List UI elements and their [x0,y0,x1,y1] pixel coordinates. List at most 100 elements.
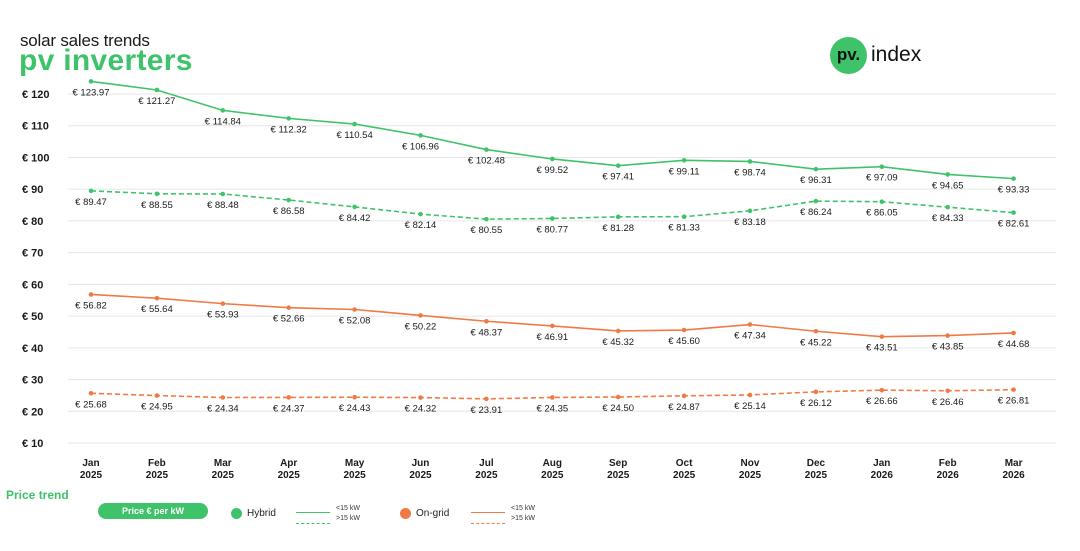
x-tick-year: 2025 [805,470,828,481]
data-point [352,307,357,312]
data-point [747,208,753,214]
data-label: € 81.28 [602,223,634,234]
data-label: € 80.55 [471,225,503,236]
data-point [747,392,753,398]
data-label: € 25.14 [734,401,766,412]
data-label: € 24.32 [405,404,437,415]
data-label: € 24.50 [602,403,634,414]
x-tick-year: 2025 [607,470,630,481]
data-point [879,199,885,205]
brand-logo: pv. index [830,36,921,74]
data-label: € 86.24 [800,207,832,218]
data-point [747,159,753,164]
data-label: € 45.60 [668,336,700,347]
data-label: € 80.77 [536,224,568,235]
data-label: € 82.61 [998,219,1030,230]
legend-hybrid-large-label: >15 kW [336,515,360,522]
data-point [154,87,160,93]
y-tick-label: € 50 [22,311,43,323]
data-label: € 123.97 [73,87,110,98]
data-label: € 50.22 [405,321,437,332]
x-tick-month: Mar [1005,458,1023,469]
data-point [681,393,687,399]
data-point [286,395,292,400]
data-point [945,333,950,338]
data-label: € 52.66 [273,314,305,325]
data-point [1011,210,1016,215]
data-point [154,191,160,197]
legend-ongrid-small-label: <15 kW [511,505,535,512]
legend-hybrid-label: Hybrid [247,508,276,519]
legend-ongrid-solid-line [471,512,505,513]
x-tick-year: 2025 [541,470,564,481]
data-point [879,164,885,169]
data-label: € 114.84 [205,116,241,127]
data-label: € 106.96 [402,141,439,152]
data-label: € 26.12 [800,398,832,409]
data-point [484,318,489,324]
data-label: € 26.46 [932,397,964,408]
data-label: € 99.52 [536,165,568,176]
series-line-hybrid-large [90,190,1014,220]
data-point [550,395,555,400]
data-label: € 24.87 [668,402,700,413]
x-tick-year: 2025 [146,470,169,481]
x-tick-month: Aug [543,458,562,469]
data-point [352,121,357,127]
data-point [286,116,292,121]
data-label: € 97.41 [602,172,634,183]
data-point [945,204,950,210]
x-tick-year: 2025 [278,470,301,481]
x-tick-month: Dec [807,458,826,469]
y-tick-label: € 100 [22,152,50,164]
y-tick-label: € 120 [22,89,50,101]
legend-ongrid-dot [400,508,411,519]
data-point [88,188,94,194]
y-tick-label: € 70 [22,248,43,260]
data-label: € 45.32 [602,337,634,348]
data-label: € 86.58 [273,206,305,217]
data-label: € 43.51 [866,343,898,354]
data-label: € 56.82 [75,300,107,311]
data-label: € 81.33 [668,223,700,234]
data-point [154,295,160,301]
y-tick-label: € 80 [22,216,43,228]
data-label: € 88.48 [207,200,239,211]
data-point [550,323,555,329]
legend-ongrid-label: On-grid [416,508,450,519]
data-point [615,328,621,334]
legend-hybrid-small-label: <15 kW [336,505,360,512]
x-tick-month: Apr [280,458,297,469]
data-point [418,211,423,217]
data-point [945,172,950,177]
brand-word: index [871,43,922,66]
data-label: € 24.95 [141,402,173,413]
y-tick-label: € 10 [22,438,43,450]
data-label: € 45.22 [800,337,832,348]
y-tick-label: € 20 [22,406,43,418]
data-label: € 84.42 [339,213,371,224]
y-tick-label: € 110 [22,121,49,133]
data-label: € 24.43 [339,403,371,414]
data-label: € 121.27 [138,96,175,107]
chart-subtitle: solar sales trends [20,31,150,50]
x-tick-year: 2026 [1002,470,1025,481]
x-tick-year: 2025 [409,470,432,481]
data-label: € 46.91 [536,332,568,343]
data-point [484,147,489,152]
data-label: € 86.05 [866,208,898,219]
data-point [220,395,226,400]
x-tick-month: Feb [939,458,957,469]
data-label: € 102.48 [468,156,505,167]
data-point [681,327,687,333]
x-tick-year: 2025 [212,470,235,481]
data-label: € 24.34 [207,404,239,415]
data-point [88,79,94,84]
legend-hybrid-dashed-line [296,523,330,524]
data-label: € 82.14 [405,220,437,231]
x-tick-month: Feb [148,458,166,469]
legend-ongrid-large-label: >15 kW [511,515,535,522]
data-label: € 98.74 [734,167,766,178]
data-point [615,214,621,220]
